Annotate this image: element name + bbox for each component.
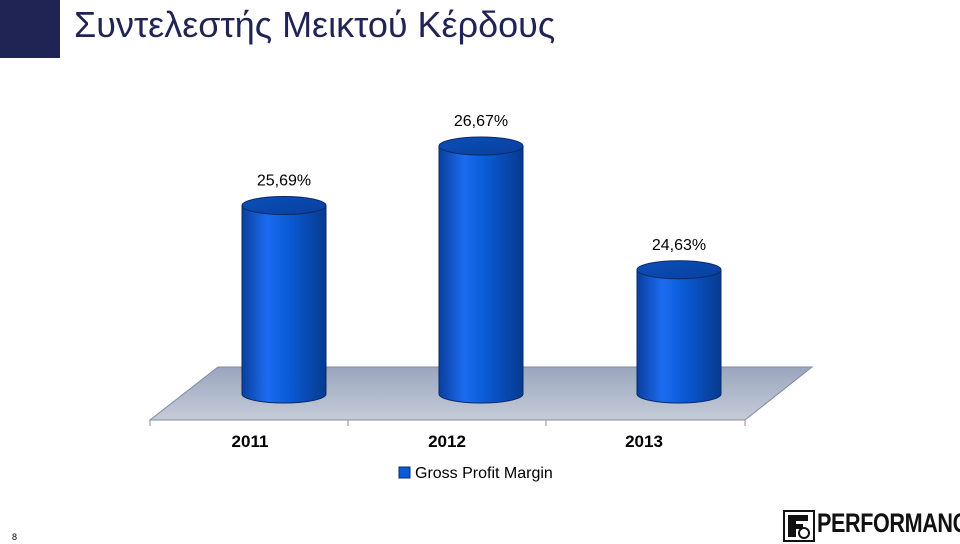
slide-number: 8 <box>12 532 18 542</box>
bar-body <box>636 269 722 404</box>
bar-2011 <box>241 195 327 404</box>
legend-swatch <box>398 466 411 479</box>
logo-text: PERFORMANCE <box>817 508 960 538</box>
bar-cap <box>438 136 524 156</box>
x-tick-label: 2011 <box>232 432 269 451</box>
bar-cap <box>241 195 327 215</box>
bar-2013 <box>636 260 722 404</box>
title-accent-block <box>0 0 60 58</box>
bar-cap <box>636 260 722 280</box>
x-tick-label: 2012 <box>428 432 466 451</box>
x-tick-label: 2013 <box>625 432 663 451</box>
data-label: 25,69% <box>257 172 311 189</box>
performance-logo: PERFORMANCE <box>783 508 960 544</box>
bar-2012 <box>438 136 524 404</box>
performance-logo-icon <box>783 510 815 542</box>
legend-label: Gross Profit Margin <box>415 465 553 482</box>
bar-body <box>241 204 327 404</box>
bar-body <box>438 145 524 404</box>
data-label: 24,63% <box>652 237 706 254</box>
page-title: Συντελεστής Μεικτού Κέρδους <box>74 4 556 45</box>
data-label: 26,67% <box>454 113 508 130</box>
